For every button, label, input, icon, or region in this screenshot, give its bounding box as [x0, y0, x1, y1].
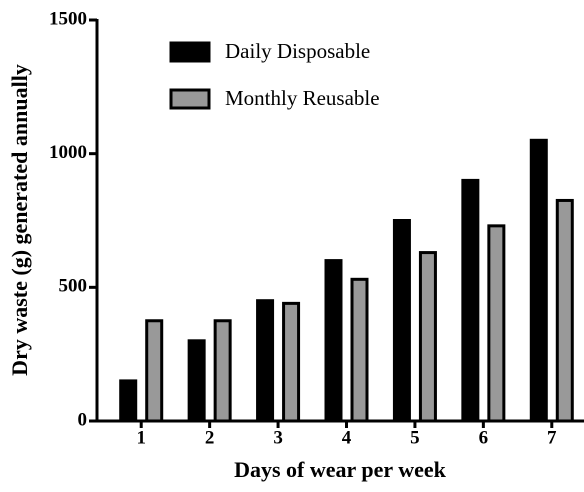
bar [213, 319, 232, 423]
y-tick-label: 1500 [49, 8, 87, 29]
legend-swatch [169, 88, 211, 110]
x-tick-label: 6 [479, 427, 489, 448]
bar [529, 138, 548, 423]
bar [461, 178, 480, 423]
x-tick-label: 4 [342, 427, 352, 448]
y-tick-label: 500 [59, 276, 88, 297]
legend-swatch [169, 41, 211, 63]
x-tick-label: 5 [410, 427, 420, 448]
bar [187, 339, 206, 423]
bar [119, 379, 138, 423]
y-axis-title: Dry waste (g) generated annually [7, 64, 32, 376]
bar [256, 299, 275, 423]
bar [282, 301, 301, 423]
legend-label: Monthly Reusable [225, 86, 380, 110]
legend-label: Daily Disposable [225, 39, 370, 63]
y-tick-label: 1000 [49, 142, 87, 163]
y-tick-label: 0 [78, 409, 88, 430]
x-tick-label: 2 [205, 427, 215, 448]
bar [350, 277, 369, 423]
bar [324, 259, 343, 423]
bar [418, 251, 437, 423]
bar [145, 319, 164, 423]
bar [555, 198, 574, 423]
x-axis-title: Days of wear per week [234, 457, 447, 482]
bar [487, 224, 506, 423]
x-tick-label: 3 [273, 427, 283, 448]
x-tick-label: 1 [136, 427, 146, 448]
x-tick-label: 7 [547, 427, 557, 448]
bar [392, 219, 411, 423]
